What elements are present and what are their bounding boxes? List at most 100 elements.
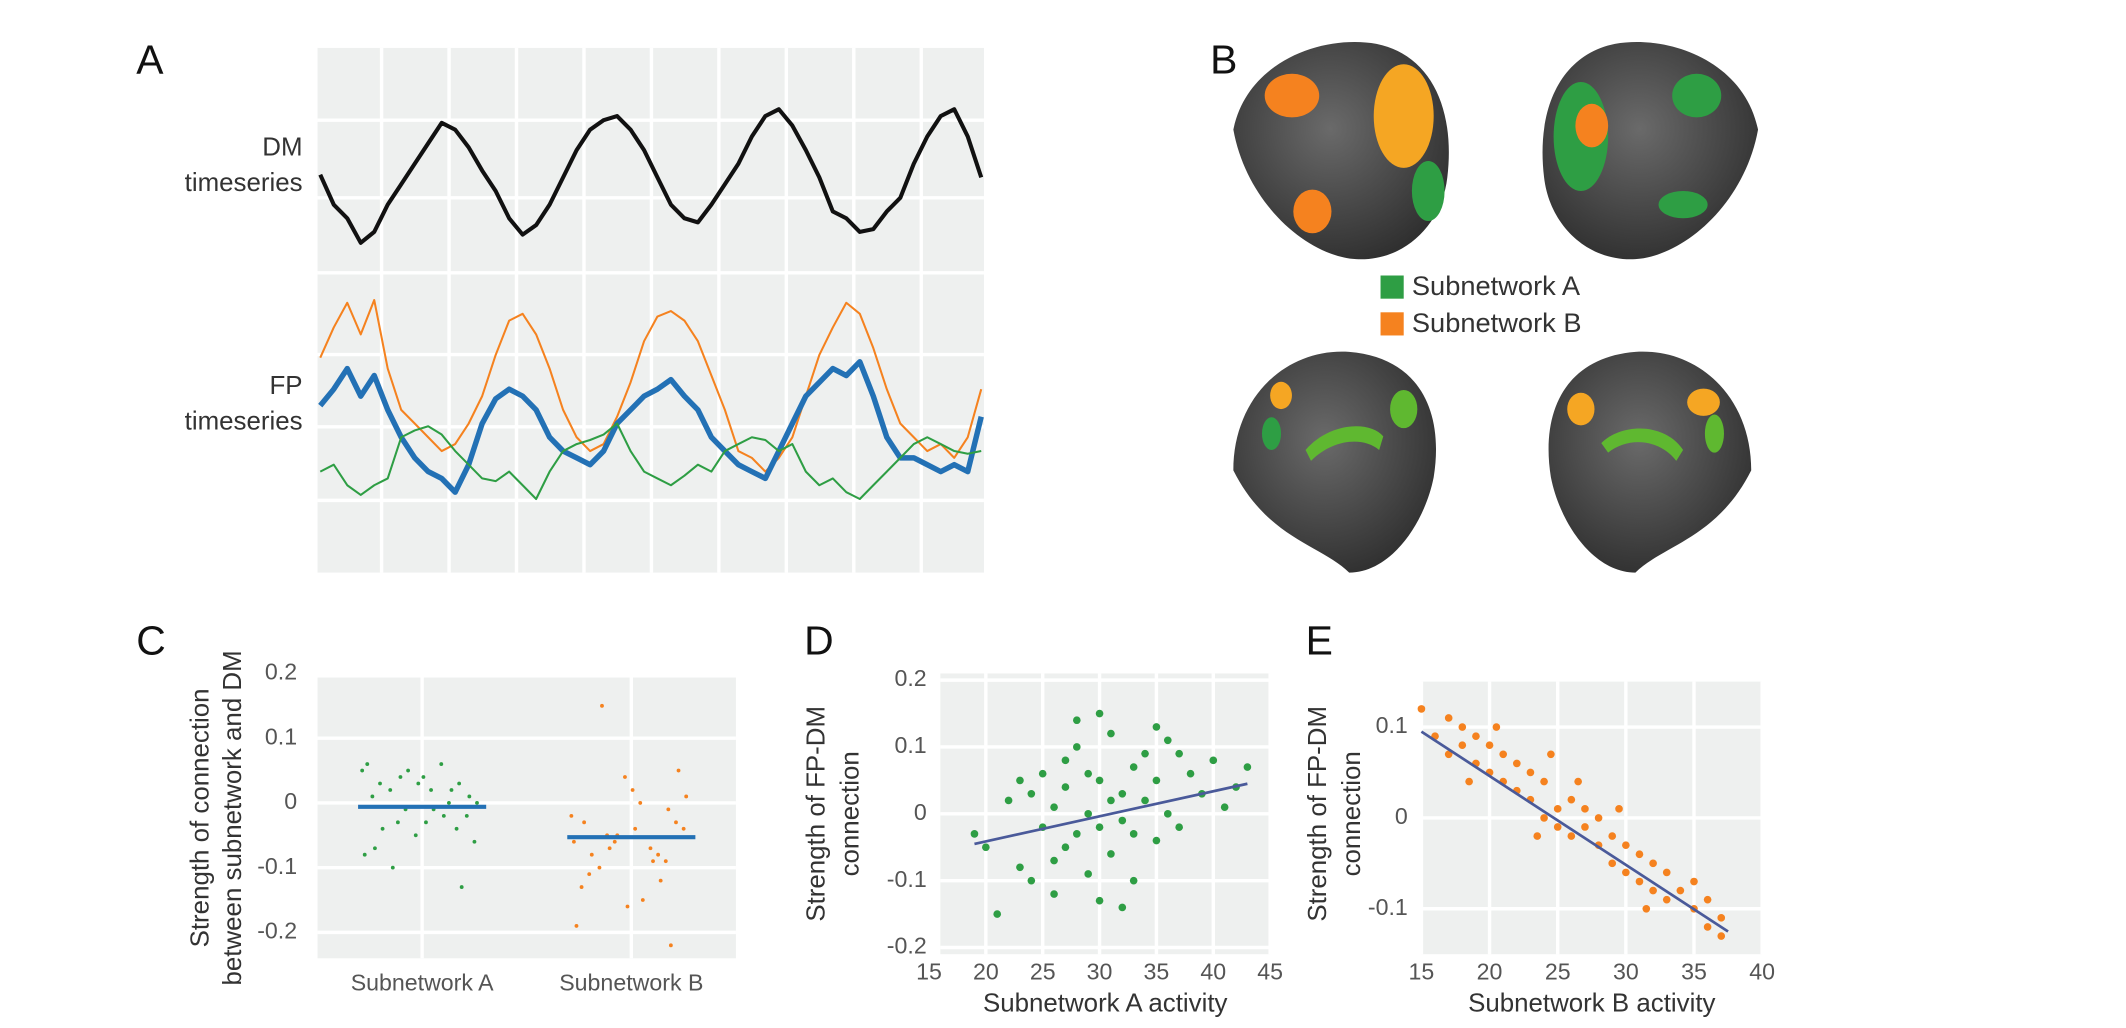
- scatter-point: [1243, 763, 1252, 771]
- strip-point: [459, 885, 464, 889]
- scatter-point: [1458, 723, 1467, 731]
- scatter-point: [1095, 709, 1104, 718]
- x-tick-label: 30: [1087, 958, 1113, 984]
- x-tick-label: 45: [1257, 958, 1283, 984]
- legend-swatch: [1380, 275, 1404, 299]
- scatter-point: [1642, 904, 1651, 913]
- scatter-point: [1615, 805, 1623, 813]
- strip-point: [597, 865, 602, 870]
- scatter-point: [1608, 832, 1617, 840]
- strip-point: [607, 846, 612, 851]
- y-axis-label: connection: [837, 751, 865, 876]
- scatter-point: [1129, 830, 1138, 838]
- strip-point: [633, 826, 638, 831]
- panel-label: C: [136, 617, 166, 663]
- strip-point: [625, 904, 630, 909]
- strip-point: [365, 762, 370, 766]
- strip-point: [421, 775, 426, 779]
- timeseries-line: [318, 359, 984, 495]
- scatter-point: [1163, 736, 1172, 745]
- strip-point: [413, 833, 418, 838]
- strip-point: [398, 775, 403, 779]
- scatter-point: [1690, 877, 1698, 886]
- strip-point: [658, 878, 663, 883]
- scatter-point: [1152, 776, 1161, 785]
- scatter-point: [1186, 769, 1195, 778]
- scatter-point: [993, 910, 1002, 918]
- scatter-point: [1717, 932, 1726, 940]
- panel-label: D: [804, 617, 834, 663]
- scatter-point: [1622, 841, 1630, 849]
- scatter-point: [1175, 749, 1183, 758]
- y-tick-label: 0.2: [265, 659, 297, 685]
- x-tick-label: 25: [1545, 958, 1571, 984]
- strip-point: [424, 820, 428, 825]
- scatter-point: [1118, 816, 1127, 825]
- strip-point: [395, 820, 400, 825]
- scatter-point: [1095, 896, 1104, 905]
- strip-point: [612, 839, 617, 844]
- y-axis-label: Strength of FP-DM: [1304, 706, 1332, 922]
- y-tick-label: 0: [914, 799, 927, 825]
- scatter-point: [1547, 750, 1555, 759]
- scatter-point: [982, 843, 990, 852]
- scatter-point: [1567, 832, 1576, 840]
- y-tick-label: 0.1: [895, 732, 927, 758]
- panel-label: B: [1210, 37, 1237, 83]
- series-label: timeseries: [185, 169, 303, 197]
- y-axis-label: Strength of FP-DM: [803, 706, 831, 922]
- scatter-point: [1540, 777, 1548, 786]
- y-tick-label: -0.2: [257, 918, 297, 944]
- scatter-point: [1492, 723, 1501, 731]
- x-tick-label: Subnetwork A: [351, 969, 494, 995]
- strip-point: [388, 788, 393, 792]
- strip-point: [370, 794, 375, 799]
- scatter-point: [1152, 723, 1161, 731]
- scatter-point: [1662, 895, 1671, 904]
- y-axis-label: between subnetwork and DM: [219, 650, 247, 985]
- scatter-point: [1095, 823, 1104, 832]
- scatter-point: [1084, 870, 1093, 878]
- scatter-point: [1444, 714, 1453, 722]
- scatter-point: [970, 830, 979, 838]
- scatter-point: [1220, 803, 1229, 811]
- scatter-point: [1027, 789, 1036, 798]
- strip-point: [406, 768, 411, 773]
- strip-point: [373, 846, 377, 851]
- scatter-point: [1458, 741, 1467, 750]
- y-tick-label: -0.1: [1368, 894, 1408, 920]
- scatter-point: [1499, 750, 1508, 759]
- strip-point: [472, 839, 477, 844]
- scatter-point: [1635, 850, 1644, 859]
- scatter-point: [1073, 743, 1081, 751]
- strip-point: [640, 898, 645, 902]
- x-tick-label: 40: [1200, 958, 1226, 984]
- scatter-point: [1152, 836, 1161, 845]
- x-tick-label: 15: [916, 958, 942, 984]
- brain-images: [1233, 41, 1759, 573]
- scatter-point: [1209, 756, 1218, 765]
- scatter-point: [1107, 850, 1115, 858]
- x-tick-label: 30: [1613, 958, 1639, 984]
- scatter-point: [1608, 859, 1617, 868]
- strip-point: [651, 859, 655, 864]
- y-tick-label: -0.1: [257, 853, 297, 879]
- legend-label: Subnetwork B: [1412, 307, 1582, 338]
- x-tick-label: 40: [1749, 958, 1775, 984]
- scatter-point: [1717, 914, 1726, 922]
- strip-point: [666, 807, 671, 812]
- strip-point: [668, 943, 673, 948]
- y-tick-label: -0.2: [887, 933, 927, 959]
- strip-point: [623, 775, 627, 779]
- scatter-point: [1676, 886, 1685, 895]
- scatter-point: [1129, 763, 1138, 771]
- strip-point: [582, 820, 587, 825]
- x-tick-label: 25: [1030, 958, 1056, 984]
- strip-point: [380, 826, 385, 831]
- scatter-point: [1061, 756, 1070, 765]
- scatter-point: [1444, 750, 1453, 759]
- strip-point: [630, 788, 635, 792]
- scatter-point: [1533, 832, 1542, 840]
- scatter-point: [1061, 783, 1070, 791]
